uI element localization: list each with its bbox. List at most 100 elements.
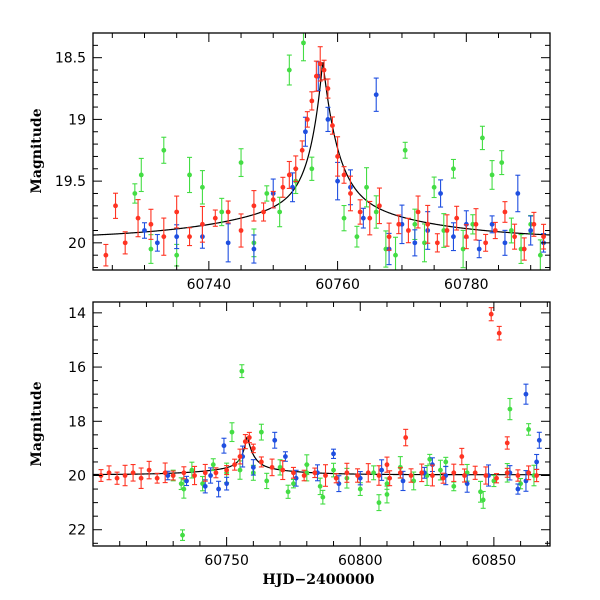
data-point (431, 176, 437, 199)
data-point (333, 473, 339, 484)
data-point (515, 469, 521, 482)
y-tick-label: 19 (68, 112, 86, 128)
top-panel-frame (92, 32, 551, 271)
data-point (148, 208, 154, 240)
data-point (528, 215, 534, 246)
bottom-panel-ylabel: Magnitude (29, 381, 45, 466)
data-point (325, 106, 331, 133)
data-point (302, 116, 308, 147)
x-tick-label: 60850 (472, 553, 517, 569)
data-point (526, 423, 532, 436)
data-point (489, 215, 495, 234)
top-panel-data (93, 33, 550, 270)
data-point (526, 465, 532, 481)
data-point (421, 223, 427, 263)
data-point (461, 468, 467, 483)
data-point (317, 46, 323, 82)
data-point (309, 91, 315, 111)
model-curve (93, 436, 550, 476)
data-point (483, 466, 489, 485)
data-point (376, 494, 382, 512)
bottom-panel-data (93, 307, 550, 541)
data-point (106, 465, 112, 481)
bottom-panel-frame (92, 301, 551, 547)
data-point (365, 463, 371, 483)
bottom-panel-xlabel: HJD−2400000 (263, 572, 375, 588)
data-point (443, 456, 449, 468)
data-point (161, 217, 167, 256)
y-tick-label: 18.5 (55, 51, 86, 67)
y-tick-label: 22 (68, 523, 86, 539)
x-tick-label: 60750 (204, 553, 249, 569)
data-point (250, 459, 256, 476)
data-point (399, 204, 405, 245)
data-point (429, 464, 435, 487)
data-point (229, 422, 235, 443)
data-point (451, 463, 457, 482)
data-point (321, 59, 327, 81)
data-point (309, 156, 315, 181)
data-point (238, 213, 244, 248)
data-point (415, 195, 421, 229)
data-point (541, 223, 547, 250)
data-point (478, 480, 484, 503)
data-point (341, 166, 347, 184)
data-point (290, 466, 296, 479)
data-point (425, 204, 431, 244)
data-point (387, 470, 393, 487)
data-point (154, 472, 160, 484)
red-series (98, 307, 540, 489)
data-point (523, 383, 529, 405)
data-point (325, 78, 331, 99)
data-point (450, 158, 456, 179)
y-tick-label: 16 (68, 360, 86, 376)
model-curve (93, 62, 550, 236)
y-tick-label: 19.5 (55, 174, 86, 190)
data-point (224, 465, 230, 476)
data-point (492, 221, 498, 240)
data-point (473, 208, 479, 241)
data-point (135, 199, 141, 238)
data-point (113, 192, 119, 219)
data-point (376, 465, 382, 486)
top-panel: 60740 60760 60780 18.5 19 19.5 20 Magnitude (29, 32, 551, 293)
data-point (534, 468, 540, 483)
data-point (264, 472, 270, 490)
data-point (355, 468, 361, 483)
data-point (376, 187, 382, 225)
data-point (200, 475, 206, 492)
data-point (354, 225, 360, 248)
data-point (312, 467, 318, 479)
data-point (238, 148, 244, 178)
data-point (216, 480, 222, 498)
data-point (286, 54, 292, 86)
data-point (502, 201, 508, 223)
data-point (402, 141, 408, 159)
y-tick-label: 20 (68, 469, 86, 485)
data-point (138, 157, 144, 193)
data-point (170, 470, 176, 481)
data-point (313, 60, 319, 92)
data-point (405, 217, 411, 244)
data-point (277, 196, 283, 228)
data-point (489, 160, 495, 190)
data-point (202, 479, 208, 494)
data-point (331, 448, 337, 460)
bottom-panel: 60750 60800 60850 14 16 18 20 22 Magnitude HJD−… (29, 301, 551, 588)
data-point (282, 451, 288, 462)
data-point (335, 136, 341, 177)
data-point (304, 111, 310, 128)
data-point (483, 233, 489, 252)
data-point (521, 237, 527, 261)
data-point (202, 463, 208, 482)
data-point (437, 459, 443, 481)
data-point (536, 431, 542, 449)
bottom-panel-ticks: 60750 60800 60850 14 16 18 20 22 (68, 302, 550, 569)
data-point (323, 464, 329, 487)
x-tick-label: 60780 (444, 277, 489, 293)
data-point (396, 214, 402, 235)
data-point (488, 307, 494, 322)
data-point (515, 174, 521, 213)
data-point (213, 467, 219, 479)
data-point (299, 140, 305, 161)
